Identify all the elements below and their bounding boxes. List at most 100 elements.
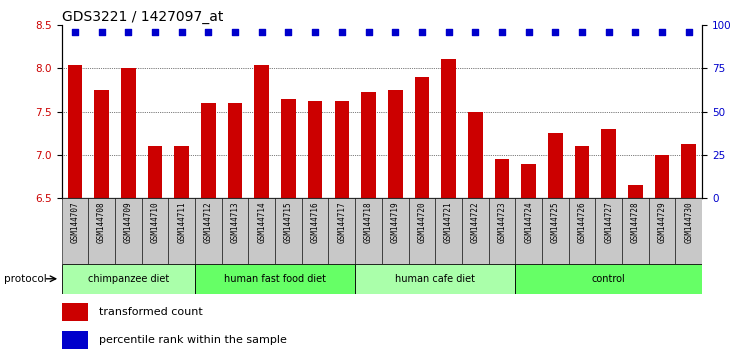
Bar bbox=[275, 198, 302, 264]
Text: GSM144730: GSM144730 bbox=[684, 201, 693, 243]
Bar bbox=[521, 164, 536, 198]
Bar bbox=[468, 112, 483, 198]
Text: GSM144712: GSM144712 bbox=[204, 201, 213, 243]
Point bbox=[576, 29, 588, 35]
Point bbox=[523, 29, 535, 35]
Point bbox=[122, 29, 134, 35]
Bar bbox=[62, 303, 88, 321]
Point bbox=[309, 29, 321, 35]
Bar bbox=[515, 198, 542, 264]
Point bbox=[202, 29, 214, 35]
Point bbox=[629, 29, 641, 35]
Text: GSM144710: GSM144710 bbox=[150, 201, 159, 243]
Text: GSM144725: GSM144725 bbox=[551, 201, 560, 243]
Text: GSM144722: GSM144722 bbox=[471, 201, 480, 243]
Bar bbox=[328, 198, 355, 264]
Bar bbox=[195, 198, 222, 264]
Text: transformed count: transformed count bbox=[99, 307, 203, 317]
Point bbox=[416, 29, 428, 35]
Text: GSM144716: GSM144716 bbox=[311, 201, 320, 243]
Bar bbox=[95, 90, 109, 198]
Text: human fast food diet: human fast food diet bbox=[224, 274, 326, 284]
Bar bbox=[62, 198, 89, 264]
Bar bbox=[382, 198, 409, 264]
Point bbox=[149, 29, 161, 35]
Bar bbox=[681, 144, 696, 198]
Bar bbox=[168, 198, 195, 264]
Bar bbox=[148, 146, 162, 198]
Point bbox=[550, 29, 562, 35]
Bar bbox=[548, 133, 562, 198]
Point bbox=[389, 29, 401, 35]
Bar bbox=[89, 198, 115, 264]
Text: control: control bbox=[592, 274, 626, 284]
Point bbox=[603, 29, 615, 35]
Text: human cafe diet: human cafe diet bbox=[395, 274, 475, 284]
Bar bbox=[222, 198, 249, 264]
Bar bbox=[121, 68, 136, 198]
Text: GSM144711: GSM144711 bbox=[177, 201, 186, 243]
Bar bbox=[596, 198, 622, 264]
Bar bbox=[462, 198, 489, 264]
Point bbox=[656, 29, 668, 35]
Bar bbox=[442, 59, 456, 198]
Text: protocol: protocol bbox=[4, 274, 47, 284]
Bar bbox=[308, 101, 322, 198]
Bar bbox=[249, 198, 275, 264]
Bar bbox=[62, 264, 195, 294]
Text: GSM144728: GSM144728 bbox=[631, 201, 640, 243]
Bar bbox=[489, 198, 515, 264]
Text: chimpanzee diet: chimpanzee diet bbox=[88, 274, 169, 284]
Bar bbox=[355, 264, 515, 294]
Bar bbox=[228, 103, 243, 198]
Point bbox=[229, 29, 241, 35]
Text: GSM144720: GSM144720 bbox=[418, 201, 427, 243]
Text: GSM144729: GSM144729 bbox=[658, 201, 667, 243]
Bar bbox=[436, 198, 462, 264]
Text: GSM144717: GSM144717 bbox=[337, 201, 346, 243]
Point bbox=[363, 29, 375, 35]
Bar bbox=[174, 146, 189, 198]
Bar bbox=[302, 198, 328, 264]
Bar bbox=[409, 198, 436, 264]
Bar bbox=[334, 101, 349, 198]
Bar bbox=[201, 103, 216, 198]
Text: GSM144727: GSM144727 bbox=[605, 201, 614, 243]
Bar bbox=[515, 264, 702, 294]
Text: percentile rank within the sample: percentile rank within the sample bbox=[99, 335, 287, 346]
Point bbox=[469, 29, 481, 35]
Point bbox=[95, 29, 107, 35]
Bar bbox=[115, 198, 142, 264]
Point bbox=[69, 29, 81, 35]
Bar bbox=[415, 77, 430, 198]
Text: GSM144726: GSM144726 bbox=[578, 201, 587, 243]
Bar bbox=[68, 65, 83, 198]
Bar bbox=[355, 198, 382, 264]
Text: GSM144724: GSM144724 bbox=[524, 201, 533, 243]
Text: GSM144707: GSM144707 bbox=[71, 201, 80, 243]
Bar bbox=[388, 90, 403, 198]
Text: GSM144721: GSM144721 bbox=[444, 201, 453, 243]
Bar bbox=[361, 92, 376, 198]
Point bbox=[282, 29, 294, 35]
Point bbox=[256, 29, 268, 35]
Bar bbox=[622, 198, 649, 264]
Text: GSM144714: GSM144714 bbox=[258, 201, 267, 243]
Text: GSM144723: GSM144723 bbox=[497, 201, 506, 243]
Point bbox=[496, 29, 508, 35]
Bar bbox=[495, 159, 509, 198]
Bar bbox=[675, 198, 702, 264]
Bar bbox=[142, 198, 168, 264]
Bar bbox=[628, 185, 643, 198]
Text: GSM144709: GSM144709 bbox=[124, 201, 133, 243]
Text: GSM144718: GSM144718 bbox=[364, 201, 373, 243]
Bar bbox=[195, 264, 355, 294]
Point bbox=[176, 29, 188, 35]
Bar bbox=[281, 98, 296, 198]
Point bbox=[442, 29, 454, 35]
Bar bbox=[649, 198, 675, 264]
Text: GSM144715: GSM144715 bbox=[284, 201, 293, 243]
Bar bbox=[602, 129, 616, 198]
Bar bbox=[569, 198, 596, 264]
Text: GSM144713: GSM144713 bbox=[231, 201, 240, 243]
